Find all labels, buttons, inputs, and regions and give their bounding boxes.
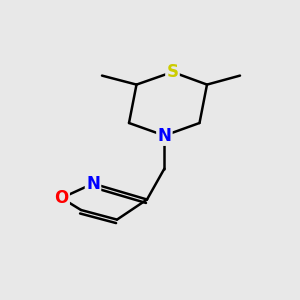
Text: N: N xyxy=(158,127,171,145)
Text: S: S xyxy=(167,63,178,81)
Text: N: N xyxy=(86,175,100,193)
Text: O: O xyxy=(54,189,69,207)
